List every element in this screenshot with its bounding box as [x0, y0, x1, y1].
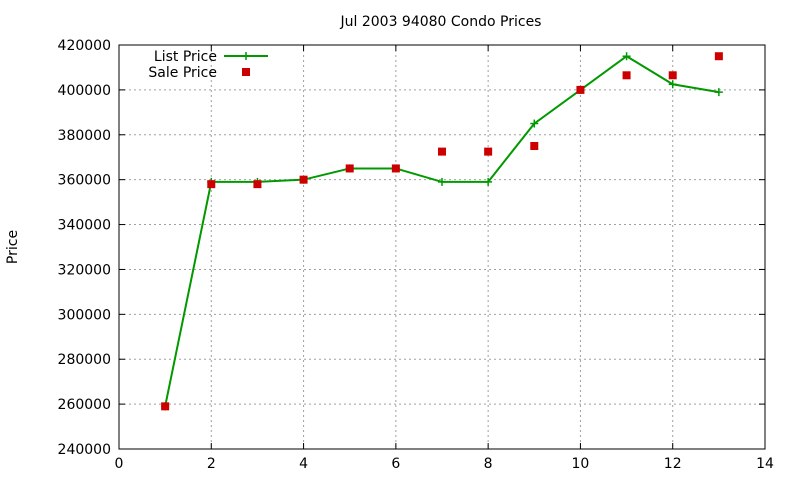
list-price-point: [622, 52, 631, 61]
legend-marker: [242, 52, 250, 60]
y-tick-label: 380000: [58, 128, 111, 144]
y-tick-label: 240000: [58, 442, 111, 458]
sale-price-point: [668, 71, 677, 80]
plot-frame: [118, 44, 766, 450]
y-tick-label: 260000: [58, 397, 111, 413]
sale-price-point: [391, 164, 400, 173]
sale-price-point: [299, 175, 308, 184]
sale-price-point: [207, 180, 216, 189]
y-axis-label: Price: [5, 230, 21, 264]
sale-price-point: [345, 164, 354, 173]
legend-label: Sale Price: [148, 65, 217, 81]
list-price-point: [438, 177, 446, 186]
y-tick-label: 320000: [58, 262, 111, 278]
series-2: [161, 52, 723, 411]
grid: [119, 45, 765, 449]
list-price-point: [484, 177, 493, 186]
y-tick-label: 340000: [58, 218, 111, 234]
legend-marker: [242, 68, 250, 76]
x-tick-label: 0: [115, 456, 124, 472]
list-price-point: [530, 119, 539, 128]
chart-title: Jul 2003 94080 Condo Prices: [340, 14, 542, 30]
y-tick-label: 420000: [58, 38, 111, 54]
x-tick-label: 2: [207, 456, 216, 472]
sale-price-point: [253, 180, 262, 189]
y-tick-label: 400000: [58, 83, 111, 99]
sale-price-point: [161, 402, 170, 411]
axis-ticks: 0 2 4 6 8 10 12 14 240000 260000 280000 300000 32000…: [58, 38, 774, 472]
list-price-point: [714, 88, 723, 97]
x-tick-label: 12: [664, 456, 682, 472]
x-tick-label: 4: [299, 456, 308, 472]
series-layer: [161, 52, 723, 411]
sale-price-point: [438, 147, 446, 156]
x-tick-label: 14: [756, 456, 774, 472]
y-tick-label: 360000: [58, 173, 111, 189]
sale-price-point: [714, 52, 723, 61]
x-tick-label: 6: [391, 456, 400, 472]
series-line: [164, 55, 720, 407]
x-tick-label: 8: [484, 456, 493, 472]
legend-label: List Price: [154, 49, 217, 65]
y-tick-label: 280000: [58, 352, 111, 368]
x-tick-label: 10: [572, 456, 590, 472]
sale-price-point: [530, 142, 539, 150]
sale-price-point: [576, 85, 585, 94]
sale-price-point: [484, 147, 493, 156]
y-tick-label: 300000: [58, 307, 111, 323]
series-1: [161, 52, 723, 411]
list-price-point: [668, 80, 677, 89]
sale-price-point: [622, 71, 631, 80]
